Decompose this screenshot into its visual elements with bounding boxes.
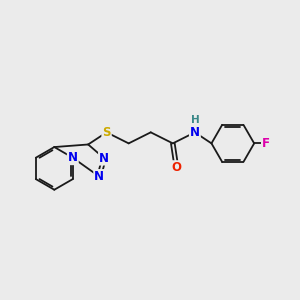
Text: N: N [94,170,104,183]
Text: S: S [102,126,111,139]
Text: N: N [190,126,200,139]
Text: F: F [262,137,270,150]
Text: N: N [68,151,78,164]
Text: O: O [172,161,182,174]
Text: H: H [190,115,199,125]
Text: N: N [99,152,109,165]
